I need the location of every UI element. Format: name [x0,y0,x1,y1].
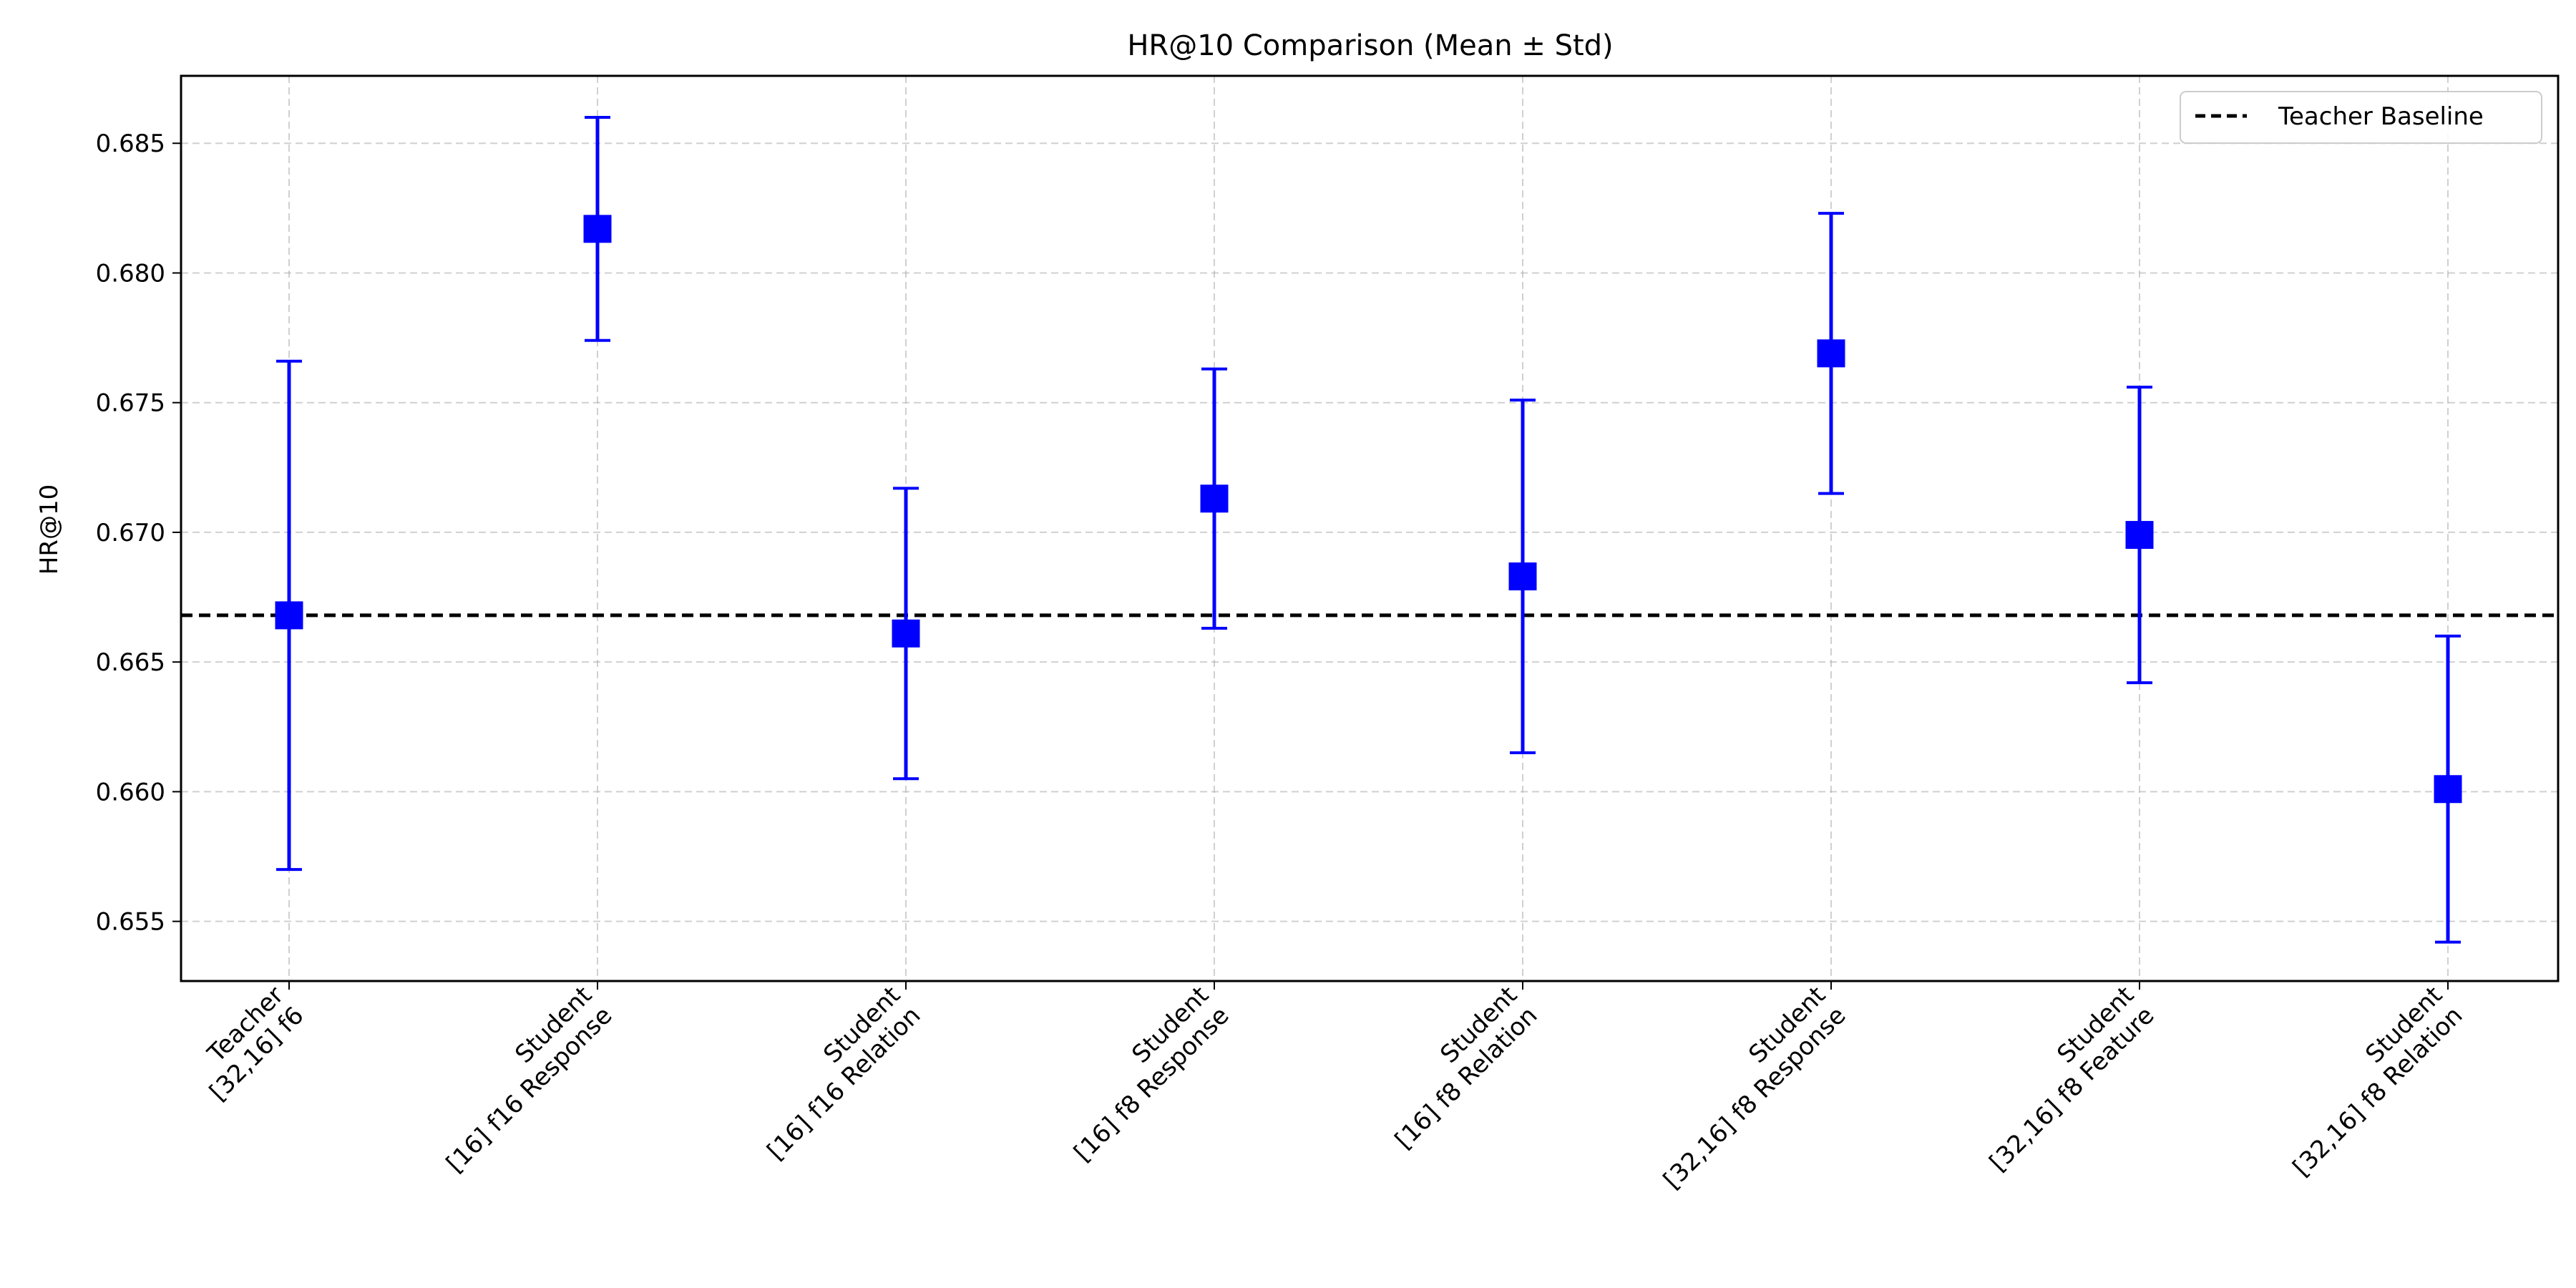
grid-lines [181,76,2558,981]
x-tick-label: Student[16] f16 Relation [762,981,927,1166]
data-point-8 [2434,634,2462,944]
x-axis: Teacher[32,16] f6 Student[16] f16 Respons… [202,981,2469,1195]
data-series [275,115,2462,944]
legend-label-teacher-baseline: Teacher Baseline [2278,102,2484,131]
mean-marker [1200,484,1229,513]
legend-box [2180,91,2542,144]
y-axis: 0.655 0.660 0.665 0.670 0.675 0.680 0.685 [96,130,181,937]
mean-marker [1817,339,1845,368]
mean-marker [2125,521,2154,550]
x-tick-label: Student[16] f16 Response [441,981,618,1179]
data-point-4 [1200,367,1229,630]
x-tick-label: Student[16] f8 Response [1068,981,1234,1167]
data-point-7 [2125,385,2154,685]
mean-marker [1508,562,1537,591]
data-point-2 [583,115,612,342]
y-tick-label: 0.685 [96,130,165,158]
x-tick-label: Teacher[32,16] f6 [202,981,310,1107]
x-tick-label: Student[32,16] f8 Relation [2288,981,2469,1182]
x-tick-label-line: [16] f16 Response [441,1001,618,1178]
x-tick-label: Student[32,16] f8 Feature [1984,981,2160,1177]
x-tick-label: Student[32,16] f8 Response [1658,981,1851,1195]
chart-title: HR@10 Comparison (Mean ± Std) [1127,29,1613,62]
y-tick-label: 0.680 [96,259,165,288]
mean-marker [2434,775,2462,804]
y-axis-label: HR@10 [35,484,64,575]
x-tick-label-line: [32,16] f8 Response [1658,1001,1851,1194]
y-tick-label: 0.670 [96,519,165,547]
mean-marker [892,619,920,648]
y-tick-label: 0.655 [96,908,165,937]
y-tick-label: 0.660 [96,778,165,806]
y-tick-label: 0.665 [96,648,165,677]
data-point-5 [1508,399,1537,755]
legend: Teacher Baseline [2180,91,2542,144]
mean-marker [275,601,303,630]
x-tick-label-line: [32,16] f8 Relation [2288,1001,2469,1182]
data-point-3 [892,487,920,781]
x-tick-label: Student[16] f8 Relation [1390,981,1543,1155]
plot-frame [180,74,2560,982]
data-point-6 [1817,212,1845,495]
data-point-1 [275,359,303,872]
y-tick-label: 0.675 [96,389,165,418]
mean-marker [583,215,612,243]
